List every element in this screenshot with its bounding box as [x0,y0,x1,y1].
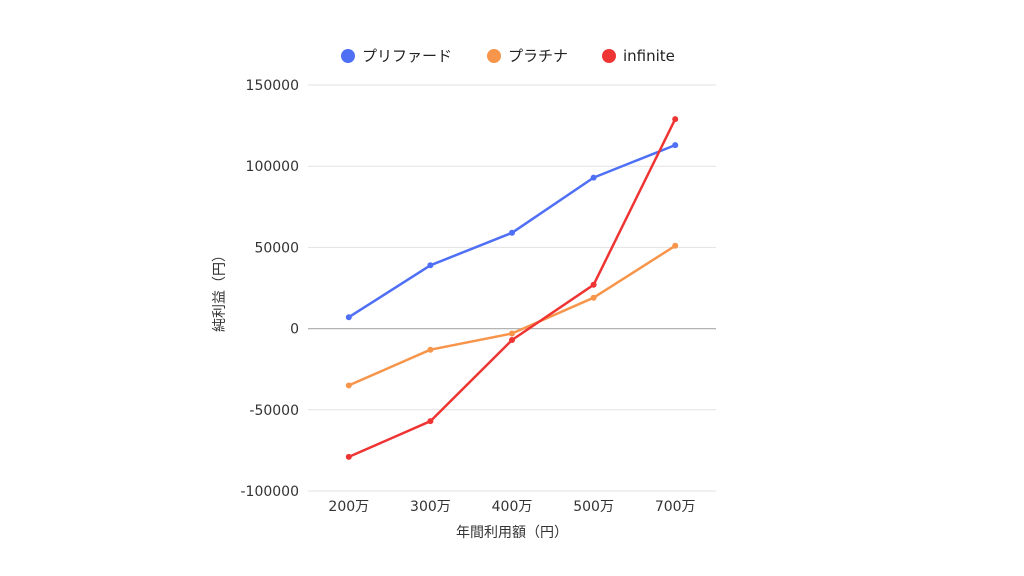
data-point[interactable] [672,142,679,149]
data-point[interactable] [345,314,352,321]
data-point[interactable] [672,242,679,249]
series-lines [345,116,679,460]
x-tick-label: 200万 [328,499,369,515]
data-point[interactable] [509,336,515,343]
legend-label-infinite: infinite [623,47,675,65]
data-point[interactable] [509,330,515,337]
x-tick-label: 300万 [410,499,451,515]
y-tick-label: -50000 [249,403,299,419]
y-axis-title: 純利益（円） [212,248,228,332]
data-point[interactable] [590,294,597,301]
legend-marker-infinite [602,49,616,63]
series-line [347,117,677,459]
legend: プリファード プラチナ infinite [341,47,675,65]
data-point[interactable] [672,116,679,123]
series-0 [345,142,679,321]
x-tick-label: 500万 [573,499,614,515]
y-tick-label: 0 [290,322,299,338]
y-tick-label: 100000 [246,159,299,175]
y-tick-label: 150000 [246,78,299,94]
data-point[interactable] [427,418,434,425]
x-axis-ticks: 200万 300万 400万 500万 700万 [328,499,695,515]
series-2 [345,116,679,460]
x-tick-label: 400万 [492,499,533,515]
series-1 [345,242,679,389]
x-axis-title: 年間利用額（円） [456,525,568,541]
y-tick-label: -100000 [241,484,300,500]
legend-item-preferred[interactable]: プリファード [341,47,452,65]
data-point[interactable] [427,346,434,353]
y-tick-label: 50000 [254,240,299,256]
data-point[interactable] [590,174,597,181]
series-line [347,244,677,387]
data-point[interactable] [427,262,434,269]
legend-label-platinum: プラチナ [508,47,568,65]
legend-item-platinum[interactable]: プラチナ [487,47,568,65]
x-tick-label: 700万 [655,499,696,515]
data-point[interactable] [590,281,597,288]
gridlines [308,84,716,492]
legend-marker-preferred [341,49,355,63]
data-point[interactable] [345,453,352,460]
legend-marker-platinum [487,49,501,63]
y-axis-ticks: 150000 100000 50000 0 -50000 -100000 [241,78,300,500]
data-point[interactable] [509,229,515,236]
data-point[interactable] [345,382,352,389]
legend-label-preferred: プリファード [362,47,452,65]
legend-item-infinite[interactable]: infinite [602,47,675,65]
